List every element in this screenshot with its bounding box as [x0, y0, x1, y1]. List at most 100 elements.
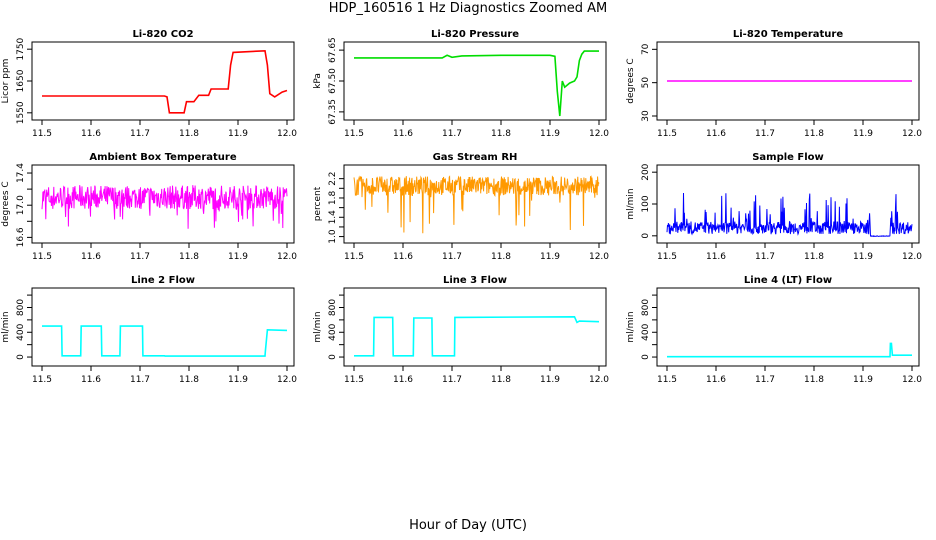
x-tick-label: 11.9: [853, 375, 873, 385]
panel-8: Line 3 Flow ml/min 11.5 11.6 11.7 11.8 11.9 12.…: [313, 275, 609, 385]
x-tick-label: 11.9: [540, 129, 560, 139]
y-axis-label: ml/min: [626, 188, 636, 219]
y-tick-label: 800: [328, 299, 338, 316]
y-tick-label: 100: [641, 195, 651, 212]
panel-title: Li-820 Pressure: [431, 29, 519, 40]
panel-4: Ambient Box Temperature degrees C 11.5 11.6…: [1, 152, 297, 262]
x-tick-label: 11.7: [755, 375, 775, 385]
series-line: [354, 50, 599, 117]
y-axis-label: degrees C: [1, 181, 11, 226]
y-tick-label: 2.2: [328, 171, 338, 185]
y-tick-label: 0: [641, 233, 651, 239]
series-line: [354, 315, 600, 357]
x-tick-label: 11.9: [228, 129, 248, 139]
x-tick-label: 11.5: [344, 252, 364, 262]
plot-frame: [31, 287, 295, 367]
x-tick-label: 11.8: [491, 252, 511, 262]
y-tick-label: 67.65: [328, 37, 338, 63]
x-tick-label: 11.6: [81, 252, 101, 262]
panel-title: Li-820 CO2: [132, 29, 193, 40]
x-tick-label: 11.8: [491, 129, 511, 139]
y-axis-label: Licor ppm: [1, 59, 11, 104]
panel-1: Li-820 CO2 Licor ppm 11.5 11.6 11.7 11.8 11.9 1…: [1, 29, 297, 139]
x-tick-label: 12.0: [902, 375, 922, 385]
plot-frame: [656, 41, 920, 121]
plot-frame: [343, 41, 607, 121]
x-tick-label: 11.9: [228, 375, 248, 385]
x-tick-label: 11.6: [706, 252, 726, 262]
y-tick-label: 17.4: [16, 163, 26, 183]
x-tick-label: 11.6: [393, 375, 413, 385]
panel-5: Gas Stream RH percent 11.5 11.6 11.7 11.8 11.9…: [313, 152, 609, 262]
series-line: [353, 175, 600, 234]
x-tick-label: 12.0: [277, 252, 297, 262]
x-tick-label: 11.5: [344, 375, 364, 385]
series-line: [667, 342, 912, 358]
plot-frame: [343, 164, 607, 244]
x-tick-label: 11.6: [706, 375, 726, 385]
plot-frame: [31, 41, 295, 121]
x-tick-label: 11.5: [657, 375, 677, 385]
x-tick-label: 11.8: [804, 129, 824, 139]
x-tick-label: 11.8: [179, 129, 199, 139]
y-tick-label: 70: [641, 43, 651, 55]
series-line: [42, 49, 288, 114]
plot-frame: [31, 164, 295, 244]
y-tick-label: 67.35: [328, 99, 338, 125]
x-tick-label: 11.7: [442, 252, 462, 262]
x-tick-label: 11.9: [540, 375, 560, 385]
x-tick-label: 11.8: [179, 252, 199, 262]
panel-title: Line 2 Flow: [131, 275, 195, 286]
x-tick-label: 11.7: [442, 129, 462, 139]
x-tick-label: 11.5: [32, 252, 52, 262]
x-tick-label: 11.7: [755, 252, 775, 262]
y-axis-label: ml/min: [1, 311, 11, 342]
y-tick-label: 800: [641, 299, 651, 316]
panel-title: Sample Flow: [752, 152, 824, 163]
y-tick-label: 1.4: [328, 210, 338, 225]
y-tick-label: 400: [641, 323, 651, 340]
x-tick-label: 12.0: [589, 129, 609, 139]
y-tick-label: 50: [641, 77, 651, 89]
x-axis-title: Hour of Day (UTC): [409, 518, 527, 533]
x-tick-label: 11.8: [179, 375, 199, 385]
y-tick-label: 30: [641, 110, 651, 122]
x-tick-label: 11.8: [804, 375, 824, 385]
y-tick-label: 16.6: [16, 227, 26, 247]
x-tick-label: 11.5: [344, 129, 364, 139]
y-tick-label: 1650: [16, 69, 26, 92]
y-tick-label: 17.0: [16, 195, 26, 215]
panel-7: Line 2 Flow ml/min 11.5 11.6 11.7 11.8 11.9 12.…: [1, 275, 297, 385]
y-tick-label: 400: [16, 323, 26, 340]
x-tick-label: 11.6: [393, 252, 413, 262]
series-line: [41, 185, 288, 229]
y-tick-label: 0: [16, 354, 26, 360]
y-tick-label: 400: [328, 323, 338, 340]
y-axis-label: kPa: [313, 73, 323, 89]
x-tick-label: 11.9: [853, 252, 873, 262]
y-tick-label: 800: [16, 299, 26, 316]
x-tick-label: 11.5: [657, 252, 677, 262]
x-tick-label: 11.6: [393, 129, 413, 139]
y-tick-label: 1750: [16, 37, 26, 60]
x-tick-label: 11.6: [81, 129, 101, 139]
x-tick-label: 11.7: [130, 129, 150, 139]
x-tick-label: 12.0: [589, 252, 609, 262]
y-axis-label: ml/min: [313, 311, 323, 342]
x-tick-label: 11.5: [32, 129, 52, 139]
panel-title: Gas Stream RH: [433, 152, 518, 163]
series-line: [666, 192, 913, 238]
x-tick-label: 11.8: [491, 375, 511, 385]
x-tick-label: 11.6: [706, 129, 726, 139]
figure-title: HDP_160516 1 Hz Diagnostics Zoomed AM: [328, 1, 608, 16]
x-tick-label: 11.5: [657, 129, 677, 139]
x-tick-label: 11.5: [32, 375, 52, 385]
panel-9: Line 4 (LT) Flow ml/min 11.5 11.6 11.7 11.8 11…: [626, 275, 922, 385]
x-tick-label: 12.0: [277, 375, 297, 385]
y-tick-label: 0: [641, 354, 651, 360]
x-tick-label: 11.8: [804, 252, 824, 262]
y-tick-label: 0: [328, 354, 338, 360]
y-axis-label: degrees C: [626, 58, 636, 103]
x-tick-label: 11.7: [755, 129, 775, 139]
